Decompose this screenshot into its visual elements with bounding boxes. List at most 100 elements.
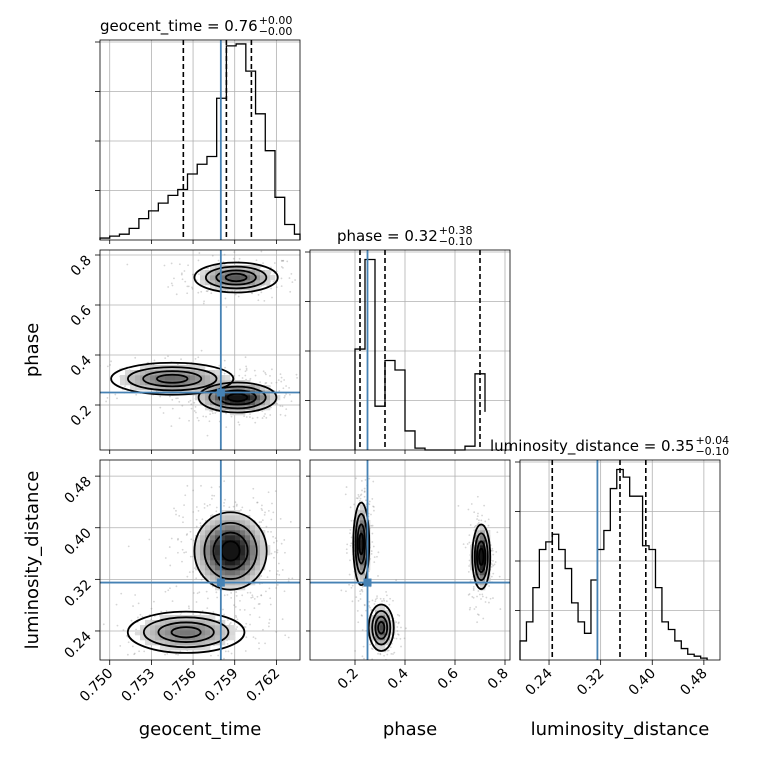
sample-point bbox=[169, 587, 171, 590]
sample-point bbox=[252, 496, 255, 499]
sample-point bbox=[357, 494, 360, 496]
density-cell bbox=[215, 525, 221, 531]
density-cell bbox=[145, 625, 151, 631]
density-cell bbox=[235, 545, 241, 551]
density-cell bbox=[220, 625, 226, 631]
density-cell bbox=[230, 635, 236, 641]
sample-point bbox=[258, 647, 261, 650]
density-cell bbox=[210, 635, 216, 641]
density-cell bbox=[200, 550, 206, 556]
sample-point bbox=[282, 387, 285, 390]
density-cell bbox=[190, 630, 196, 636]
density-cell bbox=[225, 555, 231, 561]
density-cell bbox=[235, 280, 241, 286]
sample-point bbox=[166, 652, 169, 655]
sample-point bbox=[135, 393, 138, 396]
density-cell bbox=[235, 540, 241, 546]
sample-point bbox=[481, 593, 484, 596]
sample-point bbox=[105, 400, 108, 403]
density-cell bbox=[200, 645, 206, 651]
density-cell bbox=[245, 275, 251, 281]
sample-point bbox=[201, 610, 204, 612]
density-cell bbox=[210, 395, 216, 401]
sample-point bbox=[306, 416, 308, 418]
sample-point bbox=[370, 550, 373, 552]
sample-point bbox=[177, 653, 179, 656]
sample-point bbox=[389, 597, 392, 600]
density-cell bbox=[200, 545, 206, 551]
sample-point bbox=[357, 599, 360, 602]
density-cell bbox=[200, 560, 206, 566]
sample-point bbox=[186, 292, 189, 295]
truth-marker bbox=[363, 578, 372, 587]
density-cell bbox=[240, 560, 246, 566]
density-cell bbox=[235, 550, 241, 556]
sample-point bbox=[180, 273, 183, 276]
sample-point bbox=[257, 293, 260, 296]
sample-point bbox=[223, 594, 226, 597]
density-cell bbox=[140, 380, 146, 386]
sample-point bbox=[363, 495, 366, 498]
sample-point bbox=[348, 583, 351, 586]
sample-point bbox=[360, 614, 363, 617]
sample-point bbox=[253, 597, 256, 600]
sample-point bbox=[263, 299, 266, 302]
density-cell bbox=[170, 630, 176, 636]
sample-point bbox=[187, 285, 190, 288]
sample-point bbox=[209, 413, 212, 416]
density-cell bbox=[240, 550, 246, 556]
density-cell bbox=[215, 405, 221, 411]
sample-point bbox=[261, 417, 264, 419]
sample-point bbox=[355, 596, 358, 599]
sample-point bbox=[262, 370, 265, 373]
panel-1d-geocent_time bbox=[95, 39, 301, 241]
sample-point bbox=[251, 594, 254, 597]
sample-point bbox=[345, 548, 348, 551]
density-cell bbox=[220, 570, 226, 576]
density-cell bbox=[200, 620, 206, 626]
y-tick-label: 0.48 bbox=[61, 474, 94, 507]
density-cell bbox=[235, 585, 241, 591]
density-cell bbox=[245, 520, 251, 526]
sample-point bbox=[249, 413, 251, 416]
sample-point bbox=[94, 398, 96, 400]
density-cell bbox=[210, 370, 216, 376]
density-cell bbox=[480, 535, 486, 541]
sample-point bbox=[195, 506, 198, 508]
sample-point bbox=[73, 631, 75, 633]
sample-point bbox=[256, 501, 258, 504]
sample-point bbox=[175, 293, 178, 296]
sample-point bbox=[177, 538, 179, 541]
sample-point bbox=[270, 287, 272, 290]
sample-point bbox=[205, 415, 207, 418]
sample-point bbox=[223, 501, 225, 504]
sample-point bbox=[373, 556, 376, 559]
sample-point bbox=[177, 537, 179, 540]
histogram-step bbox=[519, 468, 708, 660]
sample-point bbox=[367, 570, 370, 573]
sample-point bbox=[359, 598, 362, 600]
density-cell bbox=[250, 405, 256, 411]
sample-point bbox=[153, 359, 156, 362]
sample-point bbox=[263, 513, 266, 516]
y-tick-label: 0.40 bbox=[61, 525, 94, 558]
sample-point bbox=[187, 401, 190, 403]
sample-point bbox=[186, 533, 189, 535]
sample-point bbox=[252, 636, 255, 639]
sample-point bbox=[243, 415, 246, 418]
sample-point bbox=[263, 415, 266, 418]
density-cell bbox=[215, 375, 221, 381]
density-cell bbox=[245, 525, 251, 531]
density-cell bbox=[130, 380, 136, 386]
density-cell bbox=[225, 535, 231, 541]
x-tick-label: 0.40 bbox=[626, 666, 659, 699]
sample-point bbox=[249, 377, 252, 380]
density-cell bbox=[205, 575, 211, 581]
sample-point bbox=[385, 600, 388, 603]
sample-point bbox=[163, 264, 166, 267]
density-cell bbox=[220, 550, 226, 556]
sample-point bbox=[457, 504, 460, 507]
sample-point bbox=[371, 599, 374, 602]
density-cell bbox=[255, 540, 261, 546]
sample-point bbox=[170, 664, 172, 666]
